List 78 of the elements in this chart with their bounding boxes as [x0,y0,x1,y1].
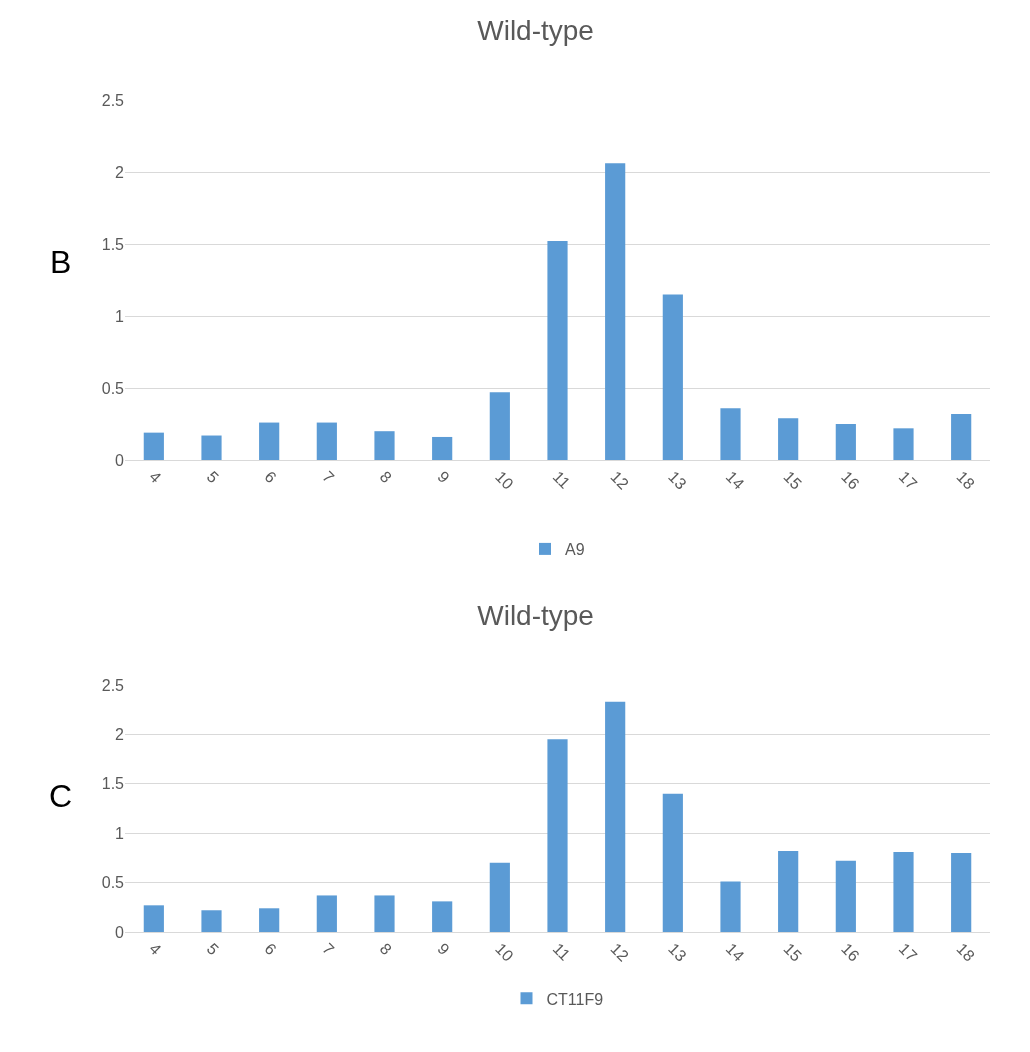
x-tick-label: 6 [261,939,280,959]
x-tick-label: 9 [434,939,453,959]
chart-title: Wild-type [477,14,594,46]
bar [143,905,164,932]
x-tick-label: 15 [780,939,806,965]
y-tick-label: 2.5 [101,91,125,109]
text: C [49,778,73,814]
x-tick-label: 12 [607,939,633,965]
bar [489,862,510,932]
bar [374,431,395,460]
bar [720,881,741,932]
x-tick-label: 5 [203,467,223,487]
x-tick-label: 12 [607,467,633,493]
x-tick-label: 15 [780,467,806,493]
y-tick-label: 0.5 [101,379,125,397]
x-tick-label: 10 [492,467,517,493]
bar [720,408,741,460]
bar [951,852,972,932]
y-tick-label: 1.5 [101,235,125,253]
y-tick-label: 1 [115,307,125,325]
bar [316,895,337,932]
x-tick-label: 17 [895,939,921,965]
x-tick-label: 18 [953,467,979,493]
bar [835,860,856,932]
legend-label: CT11F9 [546,990,604,1008]
bar [547,241,568,460]
bar [778,418,799,460]
bar [605,701,626,932]
x-tick-label: 18 [953,939,979,965]
x-tick-label: 8 [376,467,396,487]
bar [374,895,395,932]
bar [201,910,222,932]
x-tick-label: 14 [722,467,748,493]
bar [201,435,222,460]
x-tick-label: 5 [203,939,223,959]
bar [662,793,683,932]
text: B [50,244,72,280]
x-tick-label: 13 [665,467,690,493]
bar [259,908,280,932]
y-tick-label: 1.5 [101,775,125,793]
x-tick-label: 17 [895,467,921,493]
x-tick-label: 16 [838,939,863,965]
x-tick-label: 6 [261,467,280,487]
y-tick-label: 2 [115,163,125,181]
x-tick-label: 14 [722,939,748,965]
y-tick-label: 0.5 [101,874,125,892]
x-tick-label: 9 [434,467,453,487]
bar [489,392,510,460]
x-tick-label: 11 [549,939,574,964]
bar [951,413,972,460]
x-tick-label: 11 [549,467,574,492]
bar [547,739,568,932]
x-tick-label: 7 [319,939,338,959]
y-tick-label: 0 [115,451,125,469]
x-tick-label: 8 [376,939,396,959]
x-tick-label: 7 [319,467,338,487]
bar [432,436,453,460]
x-tick-label: 16 [838,467,863,493]
bar [316,422,337,460]
y-tick-label: 0 [115,923,125,941]
bar [778,850,799,932]
bar [605,163,626,460]
legend-label: A9 [565,541,585,559]
y-tick-label: 2.5 [101,676,125,694]
chart-title: Wild-type [477,599,594,631]
bar [835,424,856,460]
x-tick-label: 4 [146,939,165,959]
bar [893,428,914,460]
y-tick-label: 2 [115,726,125,743]
bar [893,851,914,932]
x-tick-label: 4 [146,467,165,487]
bar [662,294,683,460]
bar [432,901,453,932]
x-tick-label: 13 [665,939,690,965]
bar [143,432,164,460]
bar [259,422,280,460]
y-tick-label: 1 [115,824,125,842]
x-tick-label: 10 [492,939,517,965]
